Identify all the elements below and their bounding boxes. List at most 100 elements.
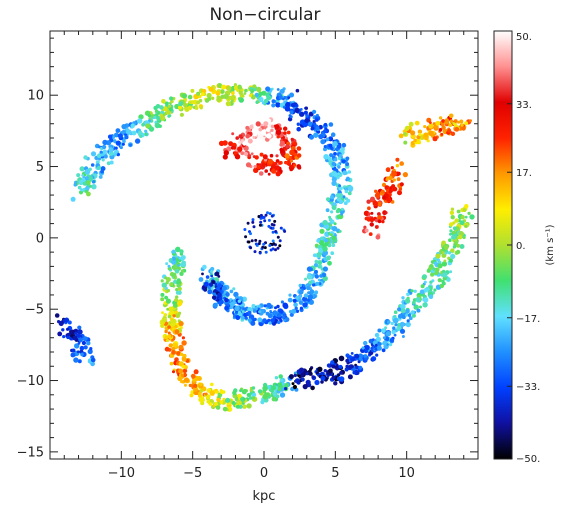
data-point [162, 106, 168, 112]
data-point [452, 226, 457, 231]
data-point [293, 163, 297, 167]
data-point [174, 329, 180, 335]
data-point [435, 120, 441, 126]
data-point [350, 352, 354, 355]
data-point [389, 189, 393, 193]
data-point [74, 331, 78, 335]
data-point [231, 91, 235, 95]
data-point [323, 129, 327, 133]
data-point [455, 249, 461, 255]
data-point [160, 115, 166, 121]
data-point [193, 369, 199, 375]
data-point [67, 332, 71, 337]
data-point [381, 219, 385, 224]
data-point [283, 131, 287, 135]
scatter-points [54, 83, 475, 412]
data-point [331, 375, 336, 380]
data-point [331, 205, 337, 211]
x-tick-label: −5 [183, 466, 202, 481]
data-point [217, 292, 222, 298]
data-point [303, 110, 308, 115]
data-point [263, 115, 268, 120]
data-point [71, 348, 76, 353]
data-point [147, 114, 152, 118]
data-point [380, 189, 385, 194]
data-point [257, 389, 263, 394]
data-point [178, 368, 184, 374]
data-point [196, 100, 200, 105]
data-point [167, 331, 171, 335]
data-point [274, 124, 280, 130]
data-point [323, 369, 327, 373]
data-point [129, 143, 132, 147]
data-point [382, 336, 386, 340]
data-point [171, 322, 176, 327]
data-point [457, 234, 463, 240]
data-point [375, 225, 378, 229]
data-point [87, 348, 93, 355]
data-point [108, 147, 114, 153]
data-point [364, 228, 369, 233]
data-point [328, 215, 332, 219]
data-point [331, 235, 337, 241]
data-point [249, 232, 252, 236]
data-point [315, 281, 320, 286]
data-point [256, 86, 262, 93]
data-point [119, 145, 123, 150]
data-point [169, 282, 174, 287]
data-point [181, 340, 187, 346]
data-point [430, 272, 435, 277]
data-point [252, 129, 257, 133]
data-point [283, 319, 286, 322]
data-point [148, 126, 155, 132]
data-point [224, 305, 230, 311]
data-point [161, 99, 166, 104]
data-point [250, 320, 256, 326]
data-point [233, 291, 239, 298]
data-point [298, 289, 304, 295]
data-point [177, 286, 182, 291]
data-point [307, 294, 314, 300]
data-point [200, 396, 205, 400]
data-point [251, 220, 255, 224]
data-point [181, 356, 187, 362]
data-point [70, 196, 76, 202]
data-point [453, 119, 458, 123]
data-point [274, 248, 277, 252]
data-point [456, 209, 461, 214]
data-point [251, 396, 256, 400]
data-point [405, 321, 411, 328]
data-point [357, 360, 361, 364]
data-point [270, 124, 275, 129]
data-point [318, 134, 324, 140]
data-point [249, 246, 253, 250]
data-point [255, 121, 261, 127]
data-point [242, 141, 247, 146]
data-point [390, 321, 394, 326]
data-point [297, 165, 302, 170]
data-point [174, 269, 180, 274]
data-point [291, 382, 295, 386]
data-point [258, 127, 263, 132]
data-point [252, 309, 257, 313]
data-point [293, 373, 297, 378]
data-point [201, 88, 207, 94]
data-point [200, 92, 205, 97]
data-point [98, 157, 101, 161]
data-point [469, 214, 475, 220]
data-point [330, 132, 336, 137]
data-point [304, 118, 310, 123]
data-point [86, 180, 91, 185]
data-point [238, 90, 243, 96]
data-point [279, 226, 283, 230]
data-point [215, 405, 221, 410]
data-point [396, 177, 401, 182]
y-tick-label: 0 [36, 231, 44, 246]
data-point [320, 236, 324, 241]
data-point [309, 134, 314, 140]
data-point [273, 219, 277, 223]
data-point [331, 180, 337, 186]
data-point [242, 404, 247, 409]
data-point [272, 391, 277, 396]
